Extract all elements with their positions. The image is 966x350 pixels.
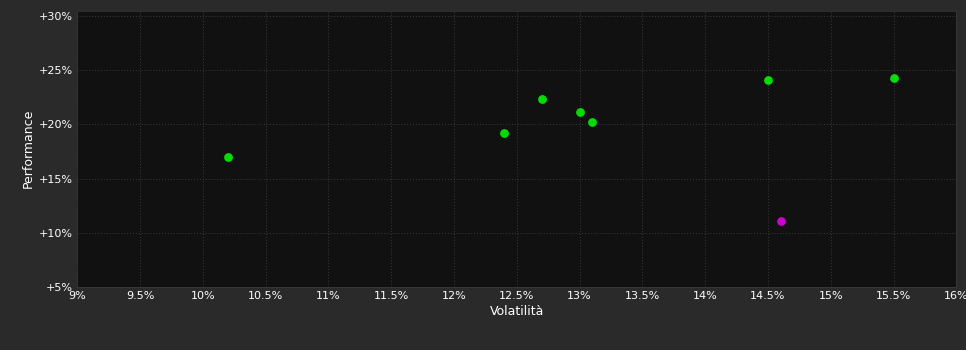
Point [220, 154, 236, 160]
Point [534, 97, 550, 102]
Point [584, 119, 600, 125]
Point [773, 218, 788, 224]
Point [886, 75, 901, 80]
Point [572, 110, 587, 115]
Point [760, 77, 776, 83]
Y-axis label: Performance: Performance [22, 109, 35, 188]
Point [497, 130, 512, 136]
X-axis label: Volatilità: Volatilità [490, 305, 544, 318]
